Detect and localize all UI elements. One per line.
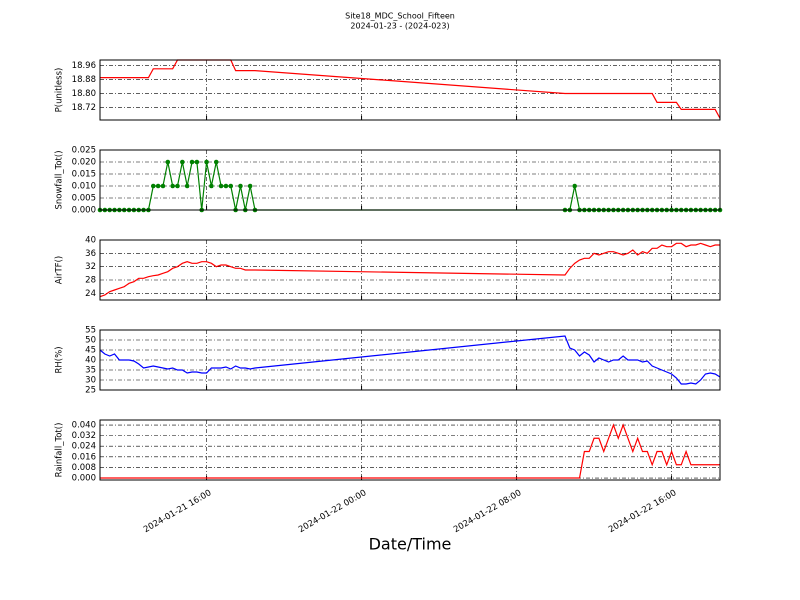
x-tick-label: 2024-01-22 00:00	[297, 488, 368, 535]
data-point	[189, 159, 195, 165]
data-point	[218, 183, 224, 189]
y-tick-label: 0.020	[72, 158, 96, 168]
y-tick-label: 0.032	[72, 431, 96, 441]
data-point	[204, 159, 209, 165]
y-axis-label: AirTF()	[55, 256, 65, 284]
y-axis-label: RH(%)	[55, 346, 65, 373]
y-tick-label: 40	[85, 236, 96, 246]
y-tick-label: 0.005	[72, 194, 96, 204]
axes-frame	[99, 419, 721, 481]
y-tick-label: 0.000	[72, 206, 96, 216]
y-tick-label: 0.008	[72, 463, 96, 473]
data-point	[180, 159, 185, 165]
data-line	[100, 59, 721, 119]
x-tick-label: 2024-01-22 08:00	[452, 488, 523, 535]
y-tick-label: 18.96	[72, 61, 96, 71]
data-point	[170, 183, 175, 189]
y-tick-label: 0.015	[72, 170, 96, 180]
y-tick-label: 28	[85, 276, 96, 286]
data-line	[99, 242, 720, 298]
y-tick-label: 24	[85, 289, 96, 299]
y-tick-label: 55	[85, 326, 96, 336]
y-tick-label: 32	[85, 262, 96, 272]
data-point	[238, 183, 243, 189]
y-tick-label: 18.80	[72, 89, 96, 99]
data-line	[99, 335, 721, 385]
y-tick-label: 0.010	[72, 182, 96, 192]
axes-frame	[99, 149, 721, 211]
x-tick-label: 2024-01-21 16:00	[142, 488, 213, 535]
data-line	[100, 423, 720, 479]
y-tick-label: 45	[85, 346, 96, 356]
y-tick-label: 0.025	[72, 146, 96, 156]
chart-subtitle: 2024-01-23 - (2024-023)	[350, 22, 449, 31]
y-axis-label: Rainfall_Tot()	[55, 423, 65, 478]
y-tick-label: 0.024	[72, 442, 96, 452]
chart-title: Site18_MDC_School_Fifteen	[345, 12, 455, 21]
data-point	[247, 183, 253, 189]
data-point	[209, 183, 214, 189]
data-point	[184, 183, 190, 189]
y-tick-label: 30	[85, 376, 96, 386]
y-tick-label: 18.88	[72, 75, 96, 85]
axes-frame	[99, 239, 721, 301]
y-tick-label: 25	[85, 386, 96, 396]
y-tick-label: 0.040	[72, 421, 96, 431]
data-point	[194, 159, 200, 165]
y-axis-label: P(unitless)	[55, 68, 65, 113]
data-point	[160, 183, 166, 189]
y-tick-label: 36	[85, 249, 96, 259]
y-tick-label: 35	[85, 366, 96, 376]
x-tick-label: 2024-01-22 16:00	[607, 488, 678, 535]
y-tick-label: 0.016	[72, 452, 96, 462]
y-tick-label: 40	[85, 356, 96, 366]
y-tick-label: 0.000	[72, 474, 96, 484]
x-axis-label: Date/Time	[369, 535, 452, 554]
y-tick-label: 50	[85, 336, 96, 346]
axes-frame	[99, 329, 721, 391]
y-tick-label: 18.72	[72, 103, 96, 113]
data-point	[223, 183, 229, 189]
y-axis-label: Snowfall_Tot()	[55, 150, 65, 209]
data-point	[572, 183, 577, 189]
axes-frame	[99, 59, 721, 121]
data-point	[165, 159, 171, 165]
data-point	[175, 183, 180, 189]
data-point	[228, 183, 234, 189]
data-point	[155, 183, 161, 189]
data-point	[150, 183, 156, 189]
data-point	[213, 159, 219, 165]
